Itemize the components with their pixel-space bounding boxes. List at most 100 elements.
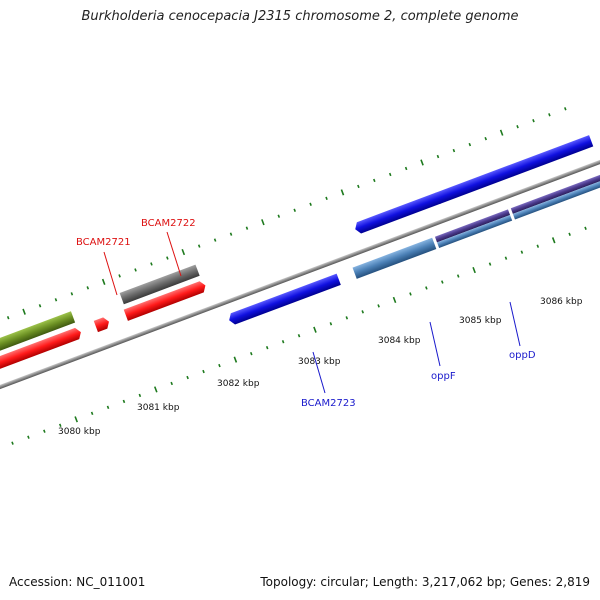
upper-tick — [404, 166, 408, 171]
lower-tick — [377, 304, 380, 308]
gene-reverse-cds-left[interactable] — [0, 326, 83, 379]
genome-backbone — [0, 153, 600, 396]
lower-tick — [568, 232, 571, 236]
upper-tick — [309, 202, 312, 206]
tick-label-3082: 3082 kbp — [217, 379, 260, 389]
lower-tick — [281, 340, 285, 344]
upper-tick — [245, 226, 249, 230]
lower-tick — [472, 266, 476, 274]
lower-tick — [536, 244, 540, 248]
gene-bcam2722-feature[interactable] — [119, 264, 200, 305]
lower-tick — [551, 237, 556, 244]
upper-tick — [516, 125, 519, 129]
gene-label-oppf[interactable]: oppF — [431, 371, 456, 382]
upper-tick — [373, 178, 376, 183]
upper-tick — [277, 214, 281, 218]
lower-tick — [170, 381, 173, 386]
gene-bcam2723-cds[interactable] — [227, 273, 341, 326]
tick-label-3086: 3086 kbp — [540, 297, 583, 307]
upper-tick-ring — [6, 107, 567, 320]
gene-bcam2722-cds[interactable] — [123, 280, 208, 321]
accession-text: Accession: NC_011001 — [9, 575, 146, 589]
lower-tick — [11, 441, 14, 445]
gene-bcam2721-cds[interactable] — [93, 316, 111, 333]
tick-label-3081: 3081 kbp — [137, 403, 180, 413]
upper-tick — [420, 159, 424, 166]
upper-tick — [452, 148, 456, 153]
lower-tick — [250, 351, 253, 356]
lower-tick — [409, 292, 412, 296]
gene-purple-feature-partial[interactable] — [510, 173, 600, 214]
gene-olive-feature[interactable] — [0, 311, 76, 363]
lower-tick — [186, 375, 189, 380]
upper-tick — [134, 268, 137, 272]
upper-tick — [70, 292, 74, 296]
lower-tick — [441, 280, 444, 284]
lower-tick — [313, 326, 317, 333]
upper-tick — [548, 113, 551, 117]
gene-label-bcam2723[interactable]: BCAM2723 — [301, 398, 356, 409]
upper-tick — [150, 262, 153, 266]
lower-tick-ring — [11, 226, 587, 445]
upper-tick — [101, 278, 106, 285]
upper-tick — [166, 256, 169, 260]
gene-label-oppd[interactable]: oppD — [509, 350, 536, 361]
map-title: Burkholderia cenocepacia J2315 chromosom… — [81, 9, 519, 24]
lower-tick — [153, 386, 158, 393]
upper-tick — [197, 244, 201, 248]
gene-label-bcam2722[interactable]: BCAM2722 — [141, 218, 196, 229]
lower-tick — [74, 416, 78, 423]
lower-tick — [43, 429, 46, 433]
lower-tick — [59, 423, 62, 427]
upper-tick — [22, 308, 26, 315]
gene-oppf-feature[interactable] — [352, 237, 437, 279]
lower-tick — [138, 393, 142, 398]
lower-tick — [488, 262, 492, 266]
gene-forward-cds-partial[interactable] — [506, 135, 594, 177]
lower-tick — [265, 345, 269, 350]
lower-tick — [202, 369, 205, 374]
lower-tick — [361, 310, 364, 314]
gene-oppd-forward-cds[interactable] — [432, 164, 518, 206]
lower-tick — [425, 286, 428, 290]
genome-info-text: Topology: circular; Length: 3,217,062 bp… — [260, 575, 590, 589]
upper-tick — [54, 298, 58, 302]
upper-tick — [436, 154, 440, 159]
upper-tick — [325, 196, 328, 201]
upper-tick — [499, 129, 504, 136]
lower-tick — [345, 316, 349, 320]
lower-tick — [297, 334, 301, 338]
upper-tick — [118, 274, 121, 278]
tick-label-3084: 3084 kbp — [378, 336, 421, 346]
upper-tick — [229, 232, 233, 236]
upper-tick — [357, 184, 360, 189]
lower-tick — [27, 435, 30, 439]
lower-tick — [233, 356, 238, 363]
lower-tick — [329, 322, 333, 326]
upper-tick — [213, 238, 217, 242]
gene-oppd-steel-feature[interactable] — [437, 214, 513, 248]
lower-tick — [106, 405, 110, 410]
upper-tick — [388, 172, 392, 177]
lower-tick — [218, 363, 221, 368]
upper-tick — [6, 316, 10, 320]
upper-tick — [261, 219, 265, 226]
leader-line-bcam2721 — [103, 251, 118, 296]
lower-tick — [504, 256, 508, 260]
lower-tick — [122, 399, 126, 404]
upper-tick — [181, 248, 186, 256]
gene-oppf-forward-cds[interactable] — [353, 191, 444, 235]
upper-tick — [38, 304, 42, 308]
leader-line-bcam2723 — [312, 351, 326, 394]
gene-steel-feature-partial[interactable] — [512, 179, 600, 220]
lower-tick — [456, 274, 460, 278]
upper-tick — [86, 286, 90, 290]
gene-oppd-feature[interactable] — [434, 209, 511, 243]
gene-label-bcam2721[interactable]: BCAM2721 — [76, 237, 131, 248]
upper-tick — [468, 142, 472, 147]
map-strip — [0, 107, 600, 445]
upper-tick — [484, 136, 487, 141]
upper-tick — [340, 189, 345, 196]
upper-tick — [564, 107, 567, 111]
